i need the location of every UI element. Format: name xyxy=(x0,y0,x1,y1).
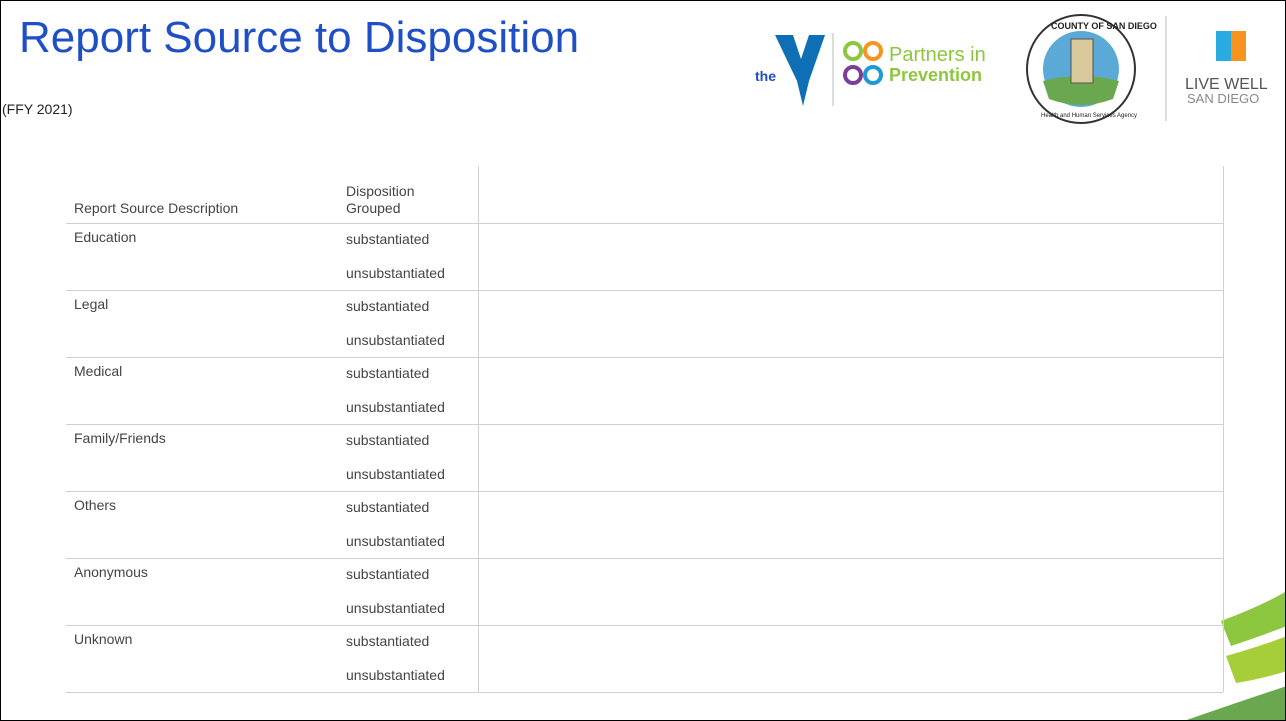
livewell-icon-part xyxy=(1216,31,1231,61)
disposition-cell: substantiated xyxy=(346,566,430,582)
swoosh-band xyxy=(1221,592,1285,646)
disposition-cell: unsubstantiated xyxy=(346,398,445,415)
column-line xyxy=(1223,166,1224,692)
title: Report Source to Disposition xyxy=(19,13,580,62)
ymca-the: the xyxy=(755,68,776,84)
disposition-cell: substantiated xyxy=(346,365,430,381)
disposition-cell: substantiated xyxy=(346,633,430,649)
source-cell: Medical xyxy=(74,363,123,379)
source-cell: Others xyxy=(74,497,117,513)
row-line xyxy=(66,491,1223,492)
disposition-cell: unsubstantiated xyxy=(346,465,445,482)
disposition-cell: unsubstantiated xyxy=(346,532,445,549)
livewell-line1: LIVE WELL xyxy=(1185,76,1268,93)
row-line xyxy=(66,424,1223,425)
column-header: Report Source Description xyxy=(74,200,239,216)
partners-line1: Partners in xyxy=(889,44,986,66)
ymca-y xyxy=(775,35,825,106)
disposition-cell: unsubstantiated xyxy=(346,666,445,683)
source-cell: Education xyxy=(74,229,137,245)
column-line xyxy=(478,166,479,692)
column-header: Disposition Grouped xyxy=(346,183,415,216)
source-cell: Anonymous xyxy=(74,564,148,580)
disposition-cell: substantiated xyxy=(346,432,430,448)
county-land xyxy=(1043,76,1119,105)
partners-icon xyxy=(843,41,883,85)
row-line xyxy=(66,558,1223,559)
row-line xyxy=(66,625,1223,626)
disposition-cell: substantiated xyxy=(346,298,430,314)
swoosh-band xyxy=(1226,636,1285,683)
county-building xyxy=(1070,38,1094,84)
disposition-cell: substantiated xyxy=(346,231,430,247)
livewell-line2: SAN DIEGO xyxy=(1187,91,1259,106)
subtitle: (FFY 2021) xyxy=(2,101,73,117)
county-top: COUNTY OF SAN DIEGO xyxy=(1051,21,1157,31)
ymca-name: YMCA xyxy=(817,91,823,106)
disposition-cell: substantiated xyxy=(346,499,430,515)
swoosh-band xyxy=(1186,686,1285,720)
county-bottom: Health and Human Services Agency xyxy=(1041,113,1137,119)
row-line xyxy=(66,357,1223,358)
row-line xyxy=(66,290,1223,291)
row-line xyxy=(66,692,1223,693)
swoosh xyxy=(1186,592,1285,720)
disposition-cell: unsubstantiated xyxy=(346,264,445,281)
disposition-cell: unsubstantiated xyxy=(346,599,445,616)
logos: the YMCA Partners in Prevention COUNTY O… xyxy=(755,14,1268,124)
partners-line2: Prevention xyxy=(889,65,982,85)
disposition-cell: unsubstantiated xyxy=(346,331,445,348)
source-cell: Unknown xyxy=(74,631,133,647)
source-cell: Legal xyxy=(74,296,109,312)
source-cell: Family/Friends xyxy=(74,430,166,446)
row-line xyxy=(66,223,1223,224)
